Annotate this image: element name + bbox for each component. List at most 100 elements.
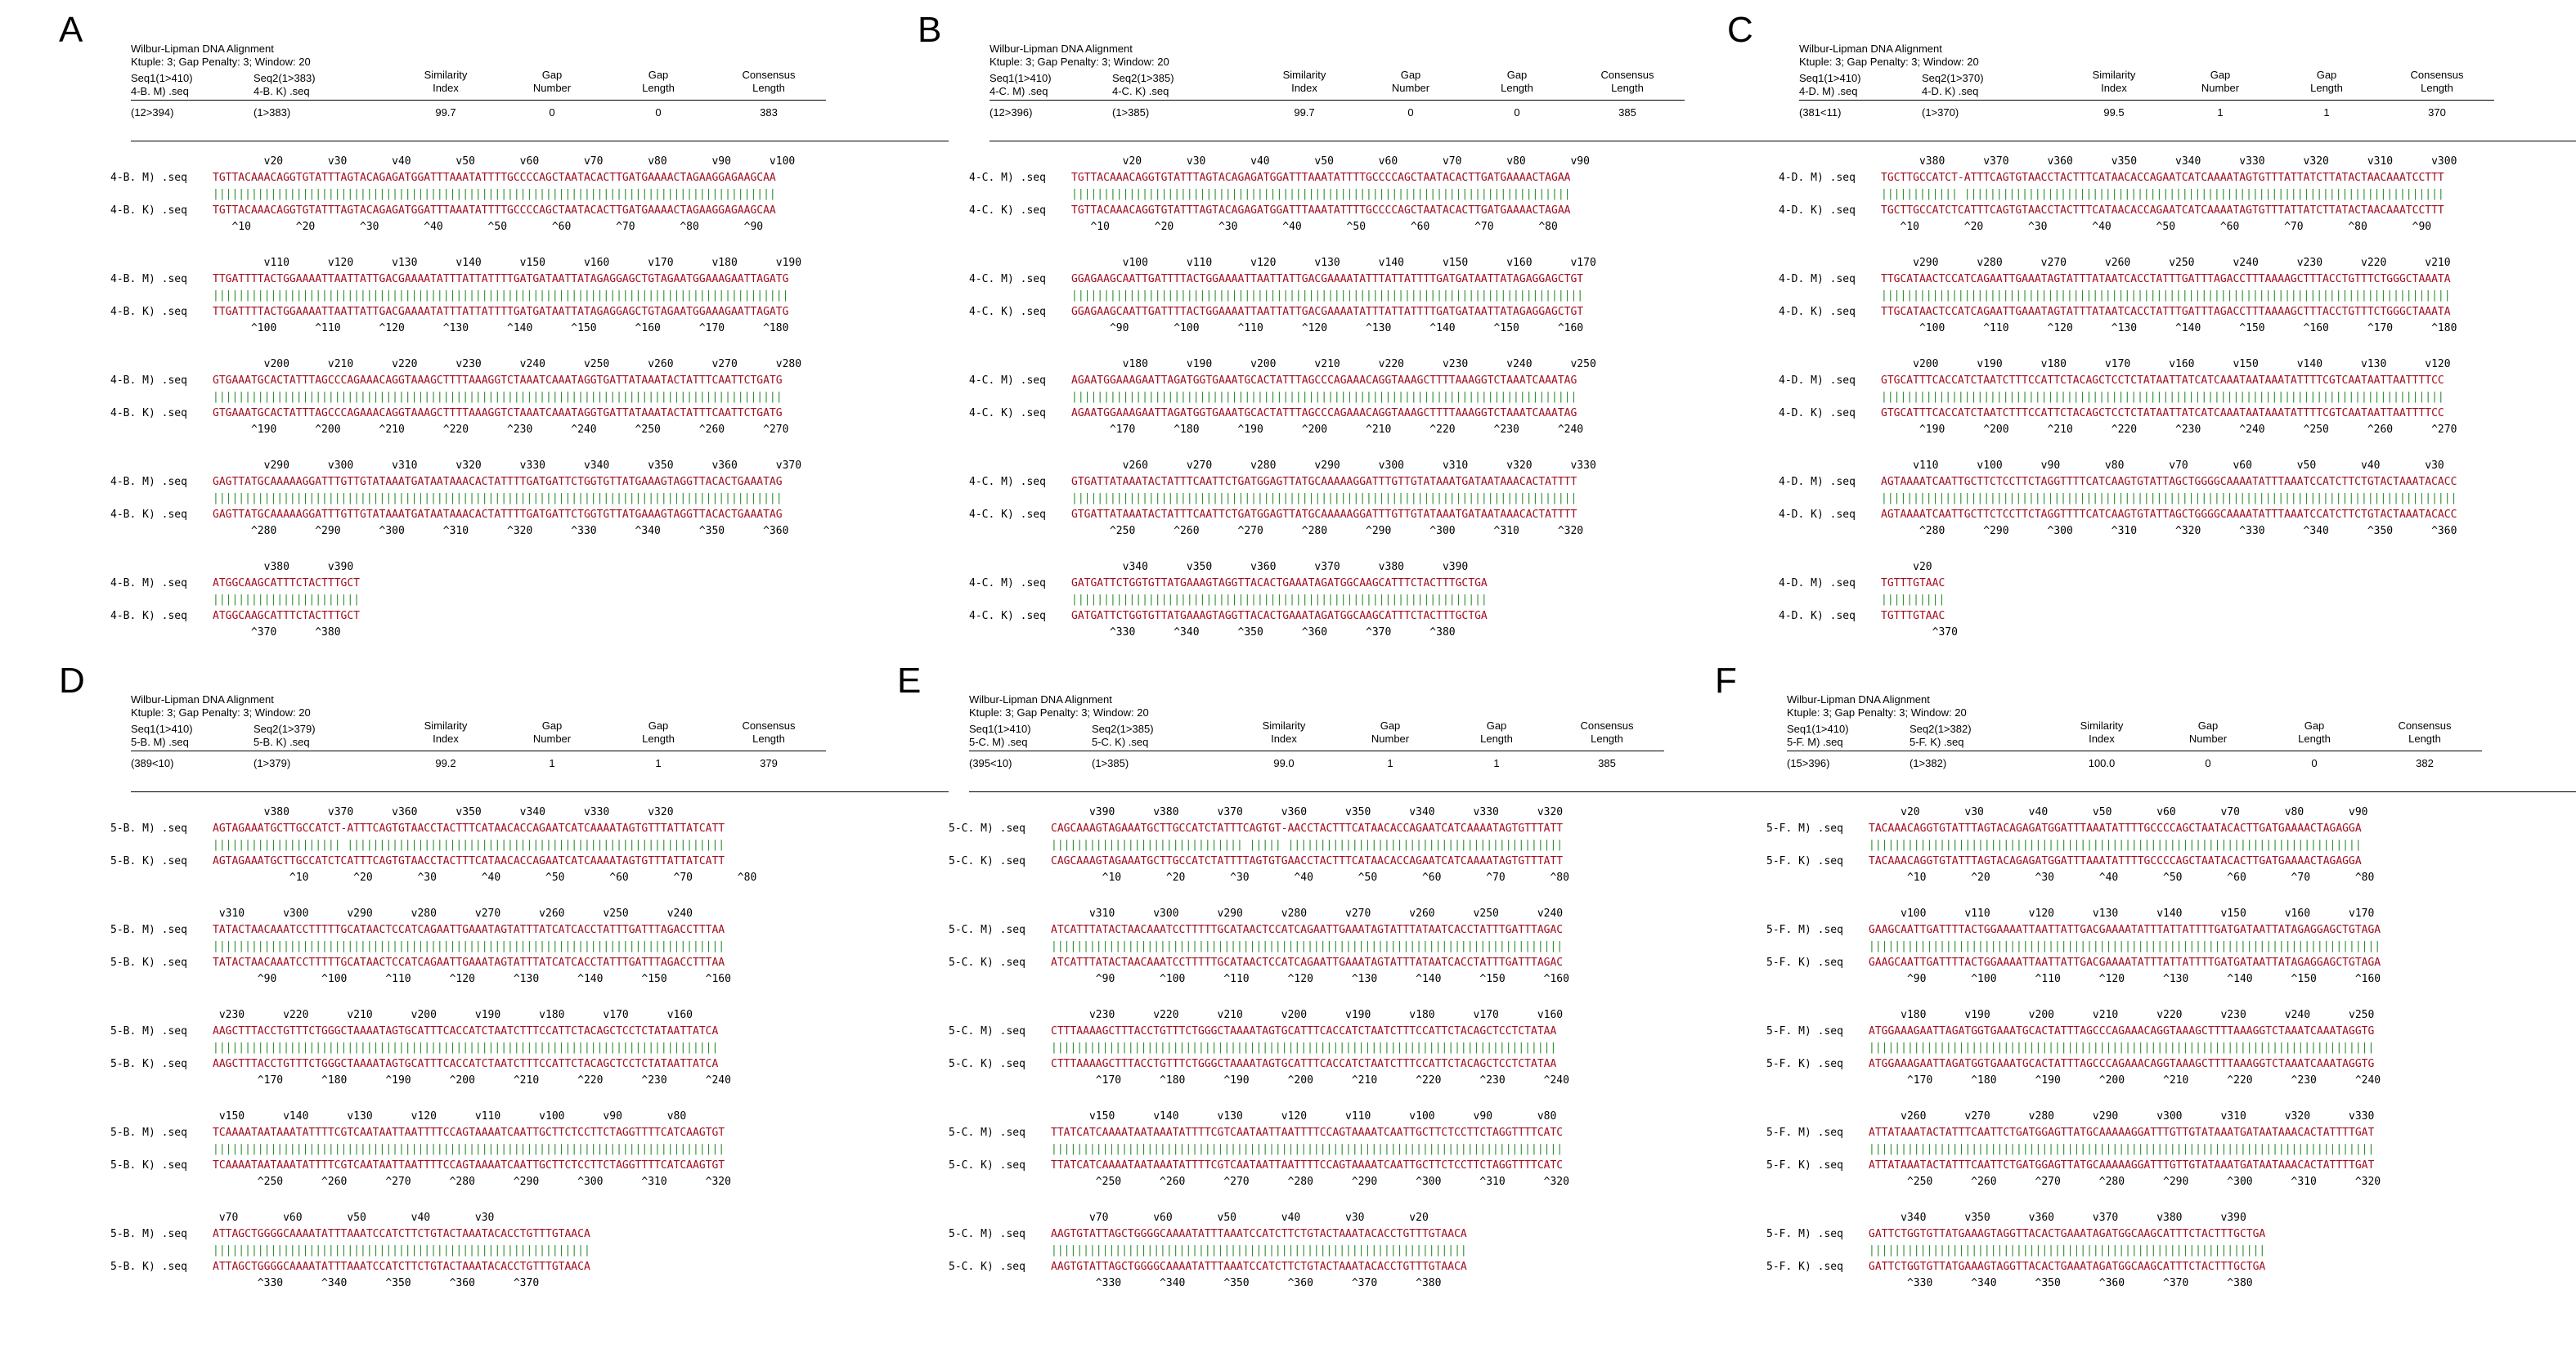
consensus-header: Consensus [1580, 719, 1634, 732]
seq2-sequence: TTGATTTTACTGGAAAATTAATTATTGACGAAAATATTTA… [213, 306, 789, 318]
seq1-sequence: GATGATTCTGGTGTTATGAAAGTAGGTTACACTGAAATAG… [1071, 577, 1488, 589]
seq1-sequence: TGCTTGCCATCT-ATTTCAGTGTAACCTACTTTCATAACA… [1881, 172, 2444, 184]
gap-number-header: Gap [2197, 719, 2219, 732]
seq1-sequence: GAGTTATGCAAAAAGGATTTGTTGTATAAATGATAATAAA… [213, 476, 783, 488]
seq2-label: 4-C. K) .seq [969, 407, 1046, 419]
seq1-position-ruler: v20 v30 v40 v50 v60 v70 v80 v90 [1071, 155, 1590, 168]
match-line: ||||||||||||||||||||||||||||||||||||||||… [1071, 492, 1577, 504]
seq1-name: 4-D. M) .seq [1799, 85, 1858, 97]
similarity-header-sub: Index [433, 82, 459, 94]
seq1-sequence: TGTTACAAACAGGTGTATTTAGTACAGAGATGGATTTAAA… [213, 172, 776, 184]
gap-number-value: 1 [1387, 757, 1393, 769]
similarity-header: Similarity [2080, 719, 2124, 732]
seq1-label: 4-B. M) .seq [110, 273, 187, 285]
seq1-position-ruler: v150 v140 v130 v120 v110 v100 v90 v80 [1051, 1110, 1557, 1123]
seq1-position-ruler: v20 [1881, 561, 1932, 573]
seq2-sequence: TACAAACAGGTGTATTTAGTACAGAGATGGATTTAAATAT… [1869, 855, 2362, 867]
alignment-params: Ktuple: 3; Gap Penalty: 3; Window: 20 [969, 706, 1149, 719]
seq1-name: 4-C. M) .seq [990, 85, 1048, 97]
seq1-sequence: TTGCATAACTCCATCAGAATTGAAATAGTATTTATAATCA… [1881, 273, 2451, 285]
seq1-sequence: ATCATTTATACTAACAAATCCTTTTTGCATAACTCCATCA… [1051, 924, 1564, 936]
match-line: ||||||||||||||||||||||||||||||||||||||||… [1071, 289, 1584, 302]
header-rule [990, 100, 1685, 101]
seq1-position-ruler: v340 v350 v360 v370 v380 v390 [1071, 561, 1469, 573]
seq2-position-ruler: ^10 ^20 ^30 ^40 ^50 ^60 ^70 ^80 [213, 872, 757, 884]
seq2-position-ruler: ^170 ^180 ^190 ^200 ^210 ^220 ^230 ^240 [1869, 1074, 2381, 1087]
seq2-sequence: GAAGCAATTGATTTTACTGGAAAATTAATTATTGACGAAA… [1869, 957, 2381, 969]
match-line: ||||||||||||||||||||||||||||||||||||||||… [1051, 1143, 1564, 1155]
seq1-range: (389<10) [131, 757, 174, 769]
seq2-position-ruler: ^330 ^340 ^350 ^360 ^370 ^380 [1869, 1277, 2253, 1289]
match-line: ||||||||||||||||||||||||||||||||||||||||… [213, 1143, 725, 1155]
alignment-title: Wilbur-Lipman DNA Alignment [969, 693, 1112, 706]
match-line: ||||||||||||||||||||||||||||||||||||||||… [213, 1042, 719, 1054]
consensus-header: Consensus [2410, 69, 2464, 81]
seq1-position-ruler: v380 v390 [213, 561, 354, 573]
seq1-label: 5-B. M) .seq [110, 1228, 187, 1240]
gap-length-header: Gap [1486, 719, 1507, 732]
gap-number-header: Gap [541, 719, 563, 732]
seq1-label: 4-C. M) .seq [969, 273, 1046, 285]
seq1-sequence: AGAATGGAAAGAATTAGATGGTGAAATGCACTATTTAGCC… [1071, 374, 1577, 387]
similarity-header-sub: Index [1291, 82, 1317, 94]
seq1-sequence: GTGAAATGCACTATTTAGCCCAGAAACAGGTAAAGCTTTT… [213, 374, 783, 387]
seq2-sequence: TGTTTGTAAC [1881, 610, 1945, 622]
seq1-sequence: TATACTAACAAATCCTTTTTGCATAACTCCATCAGAATTG… [213, 924, 725, 936]
seq2-label: 5-C. K) .seq [949, 1159, 1025, 1172]
panel-letter: A [59, 10, 83, 50]
seq2-label: 4-B. K) .seq [110, 610, 187, 622]
seq1-sequence: GTGCATTTCACCATCTAATCTTTCCATTCTACAGCTCCTC… [1881, 374, 2444, 387]
gap-length-header: Gap [648, 69, 669, 81]
consensus-value: 385 [1598, 757, 1616, 769]
seq1-label: 5-B. M) .seq [110, 924, 187, 936]
seq1-label: 4-C. M) .seq [969, 577, 1046, 589]
seq1-position-ruler: v20 v30 v40 v50 v60 v70 v80 v90 [1869, 806, 2368, 818]
seq2-position-ruler: ^370 ^380 [213, 626, 341, 639]
match-line: ||||||||||||||||||||||||||||||||||||||||… [213, 1244, 590, 1257]
seq2-sequence: AGTAAAATCAATTGCTTCTCCTTCTAGGTTTTCATCAAGT… [1881, 509, 2457, 521]
seq2-position-ruler: ^10 ^20 ^30 ^40 ^50 ^60 ^70 ^80 [1071, 221, 1558, 233]
similarity-header: Similarity [2092, 69, 2136, 81]
seq1-range: (15>396) [1787, 757, 1830, 769]
seq2-sequence: AAGTGTATTAGCTGGGGCAAAATATTTAAATCCATCTTCT… [1051, 1261, 1467, 1273]
similarity-value: 99.2 [435, 757, 456, 769]
seq1-sequence: AGTAAAATCAATTGCTTCTCCTTCTAGGTTTTCATCAAGT… [1881, 476, 2457, 488]
alignment-title: Wilbur-Lipman DNA Alignment [990, 43, 1133, 55]
similarity-value: 99.0 [1273, 757, 1295, 769]
seq2-sequence: TGTTACAAACAGGTGTATTTAGTACAGAGATGGATTTAAA… [1071, 204, 1571, 217]
alignment-panel-a: A Wilbur-Lipman DNA Alignment Ktuple: 3; G… [59, 10, 949, 648]
seq1-sequence: AAGCTTTACCTGTTTCTGGGCTAAAATAGTGCATTTCACC… [213, 1025, 719, 1038]
seq1-name: 5-F. M) .seq [1787, 736, 1843, 748]
seq2-label: 4-C. K) .seq [969, 204, 1046, 217]
seq1-header: Seq1(1>410) [1787, 723, 1849, 735]
similarity-header-sub: Index [433, 733, 459, 745]
consensus-header: Consensus [742, 69, 796, 81]
seq1-sequence: TACAAACAGGTGTATTTAGTACAGAGATGGATTTAAATAT… [1869, 822, 2362, 835]
seq2-range: (1>379) [254, 757, 291, 769]
seq1-label: 5-F. M) .seq [1766, 1025, 1843, 1038]
alignment-panel-e: E Wilbur-Lipman DNA Alignment Ktuple: 3; G… [897, 661, 1787, 1298]
seq1-position-ruler: v310 v300 v290 v280 v270 v260 v250 v240 [1051, 908, 1564, 920]
seq1-range: (381<11) [1799, 106, 1842, 119]
consensus-value: 370 [2428, 106, 2446, 119]
alignment-panel-f: F Wilbur-Lipman DNA Alignment Ktuple: 3; G… [1715, 661, 2576, 1298]
match-line: ||||||||||||||||||||||||||||||||||||||||… [1869, 839, 2362, 851]
gap-number-header: Gap [541, 69, 563, 81]
seq2-position-ruler: ^280 ^290 ^300 ^310 ^320 ^330 ^340 ^350 … [213, 525, 789, 537]
seq1-sequence: TTGATTTTACTGGAAAATTAATTATTGACGAAAATATTTA… [213, 273, 789, 285]
gap-length-value: 1 [2323, 106, 2330, 119]
seq1-label: 5-C. M) .seq [949, 822, 1025, 835]
seq1-label: 4-C. M) .seq [969, 374, 1046, 387]
consensus-header: Consensus [1600, 69, 1654, 81]
seq1-sequence: ATGGAAAGAATTAGATGGTGAAATGCACTATTTAGCCCAG… [1869, 1025, 2375, 1038]
seq1-header: Seq1(1>410) [131, 72, 193, 84]
seq2-position-ruler: ^330 ^340 ^350 ^360 ^370 [213, 1277, 540, 1289]
seq2-sequence: AAGCTTTACCTGTTTCTGGGCTAAAATAGTGCATTTCACC… [213, 1058, 719, 1070]
consensus-header-sub: Length [1611, 82, 1644, 94]
match-line: ||||||||||||||||||||||||||||||||||||||||… [213, 289, 789, 302]
seq2-name: 5-C. K) .seq [1092, 736, 1149, 748]
seq2-position-ruler: ^170 ^180 ^190 ^200 ^210 ^220 ^230 ^240 [1071, 424, 1584, 436]
seq2-position-ruler: ^330 ^340 ^350 ^360 ^370 ^380 [1071, 626, 1456, 639]
seq2-position-ruler: ^90 ^100 ^110 ^120 ^130 ^140 ^150 ^160 [1071, 322, 1584, 334]
seq2-sequence: GTGATTATAAATACTATTTCAATTCTGATGGAGTTATGCA… [1071, 509, 1577, 521]
